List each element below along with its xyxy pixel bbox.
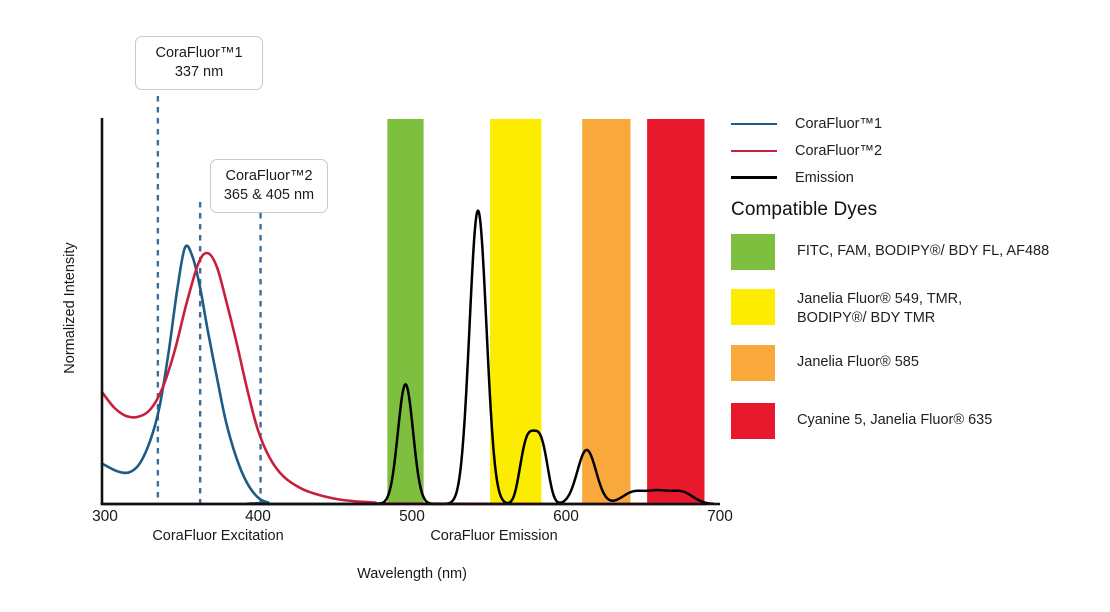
dye-label-yellow-line2: BODIPY®/ BDY TMR: [797, 310, 936, 327]
orange-band: [582, 119, 631, 504]
legend-label-corafluor2: CoraFluor™2: [795, 142, 883, 159]
x-tick-300: 300: [92, 508, 118, 525]
x-axis-label: Wavelength (nm): [357, 566, 467, 582]
dye-label-yellow-line1: Janelia Fluor® 549, TMR,: [797, 291, 963, 307]
x-tick-700: 700: [707, 508, 733, 525]
compatible-dyes-list: FITC, FAM, BODIPY®/ BDY FL, AF488 Janeli…: [731, 234, 1101, 439]
y-axis-label: Normalized Intensity: [62, 242, 78, 374]
red-band: [647, 119, 705, 504]
callout-corafluor1-value: 337 nm: [174, 63, 224, 80]
dye-label-green-line1: FITC, FAM, BODIPY®/ BDY FL, AF488: [797, 243, 1050, 259]
legend-label-corafluor1: CoraFluor™1: [795, 115, 883, 132]
legend-item-emission: Emission: [731, 164, 1091, 191]
legend-item-corafluor1: CoraFluor™1: [731, 110, 1091, 137]
dye-label-orange-line1: Janelia Fluor® 585: [797, 353, 919, 370]
callout-corafluor2: CoraFluor™2 365 & 405 nm: [210, 159, 328, 214]
dye-row-green: FITC, FAM, BODIPY®/ BDY FL, AF488: [731, 234, 1101, 270]
dye-swatch-yellow: [731, 289, 775, 325]
yellow-band: [490, 119, 542, 504]
excitation-region-label: CoraFluor Excitation: [152, 528, 284, 544]
dye-row-orange: Janelia Fluor® 585: [731, 344, 1101, 381]
legend-line-emission: [731, 176, 777, 179]
dye-label-yellow: Janelia Fluor® 549, TMR, BODIPY®/ BDY TM…: [797, 289, 962, 329]
series-legend: CoraFluor™1 CoraFluor™2 Emission: [731, 110, 1091, 191]
compatible-dyes-title: Compatible Dyes: [731, 199, 878, 220]
x-tick-500: 500: [399, 508, 425, 525]
dye-swatch-orange: [731, 344, 775, 381]
legend-item-corafluor2: CoraFluor™2: [731, 137, 1091, 164]
dye-swatch-red: [731, 402, 775, 439]
dye-swatch-green: [731, 234, 775, 270]
dye-row-red: Cyanine 5, Janelia Fluor® 635: [731, 402, 1101, 439]
green-band: [387, 119, 424, 504]
dye-label-green: FITC, FAM, BODIPY®/ BDY FL, AF488: [797, 234, 1049, 261]
x-tick-600: 600: [553, 508, 579, 525]
legend-line-corafluor2: [731, 149, 777, 152]
callout-corafluor2-value: 365 & 405 nm: [223, 186, 315, 203]
legend-line-corafluor1: [731, 122, 777, 125]
curve-corafluor2: [100, 251, 708, 506]
legend-label-emission: Emission: [795, 169, 854, 186]
emission-region-label: CoraFluor Emission: [430, 528, 558, 544]
callout-corafluor1-title: CoraFluor™1: [155, 45, 243, 61]
dye-label-red-line1: Cyanine 5, Janelia Fluor® 635: [797, 411, 993, 428]
dye-row-yellow: Janelia Fluor® 549, TMR, BODIPY®/ BDY TM…: [731, 289, 1101, 329]
x-tick-400: 400: [245, 508, 271, 525]
dye-label-red: Cyanine 5, Janelia Fluor® 635: [797, 403, 992, 430]
dye-label-orange: Janelia Fluor® 585: [797, 345, 919, 372]
callout-corafluor1: CoraFluor™1 337 nm: [135, 36, 263, 91]
callout-corafluor2-title: CoraFluor™2: [225, 168, 313, 184]
